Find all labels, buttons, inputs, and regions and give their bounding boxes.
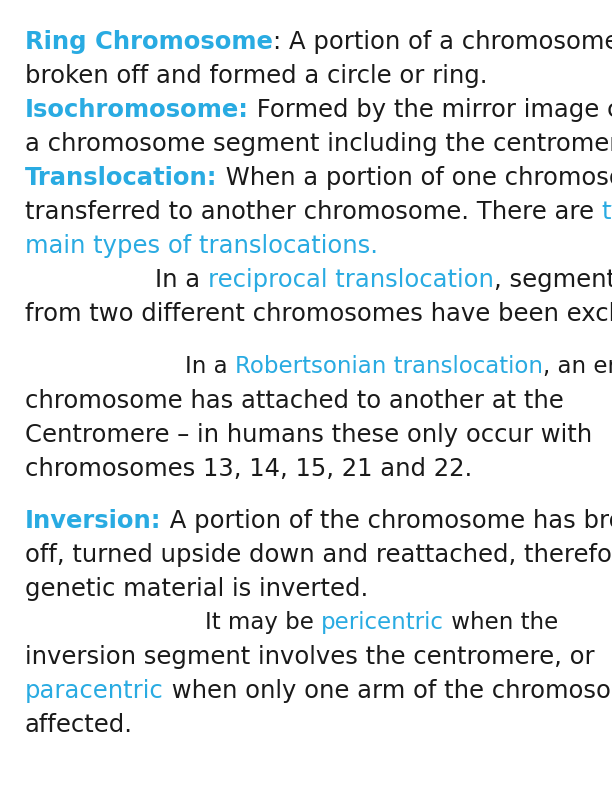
Text: off, turned upside down and reattached, therefore the: off, turned upside down and reattached, … xyxy=(25,543,612,567)
Text: pericentric: pericentric xyxy=(321,611,444,634)
Text: A portion of the chromosome has broken: A portion of the chromosome has broken xyxy=(162,509,612,533)
Text: chromosome has attached to another at the: chromosome has attached to another at th… xyxy=(25,389,564,413)
Text: main types of translocations.: main types of translocations. xyxy=(25,234,378,258)
Text: two: two xyxy=(602,200,612,224)
Text: Centromere – in humans these only occur with: Centromere – in humans these only occur … xyxy=(25,423,592,447)
Text: In a: In a xyxy=(185,355,235,378)
Text: , segments: , segments xyxy=(494,268,612,292)
Text: inversion segment involves the centromere, or: inversion segment involves the centromer… xyxy=(25,645,595,669)
Text: a chromosome segment including the centromere.: a chromosome segment including the centr… xyxy=(25,132,612,156)
Text: Formed by the mirror image copy of: Formed by the mirror image copy of xyxy=(249,98,612,122)
Text: Translocation:: Translocation: xyxy=(25,166,217,190)
Text: , an entire: , an entire xyxy=(543,355,612,378)
Text: transferred to another chromosome. There are: transferred to another chromosome. There… xyxy=(25,200,602,224)
Text: Ring Chromosome: Ring Chromosome xyxy=(25,30,273,54)
Text: reciprocal translocation: reciprocal translocation xyxy=(208,268,494,292)
Text: Inversion:: Inversion: xyxy=(25,509,162,533)
Text: genetic material is inverted.: genetic material is inverted. xyxy=(25,577,368,601)
Text: broken off and formed a circle or ring.: broken off and formed a circle or ring. xyxy=(25,64,488,88)
Text: Isochromosome:: Isochromosome: xyxy=(25,98,249,122)
Text: When a portion of one chromosome is: When a portion of one chromosome is xyxy=(217,166,612,190)
Text: from two different chromosomes have been exchanged.: from two different chromosomes have been… xyxy=(25,302,612,326)
Text: paracentric: paracentric xyxy=(25,680,164,703)
Text: affected.: affected. xyxy=(25,714,133,737)
Text: chromosomes 13, 14, 15, 21 and 22.: chromosomes 13, 14, 15, 21 and 22. xyxy=(25,457,472,481)
Text: : A portion of a chromosome has: : A portion of a chromosome has xyxy=(273,30,612,54)
Text: Robertsonian translocation: Robertsonian translocation xyxy=(235,355,543,378)
Text: when the: when the xyxy=(444,611,558,634)
Text: It may be: It may be xyxy=(205,611,321,634)
Text: when only one arm of the chromosome is: when only one arm of the chromosome is xyxy=(164,680,612,703)
Text: In a: In a xyxy=(155,268,208,292)
